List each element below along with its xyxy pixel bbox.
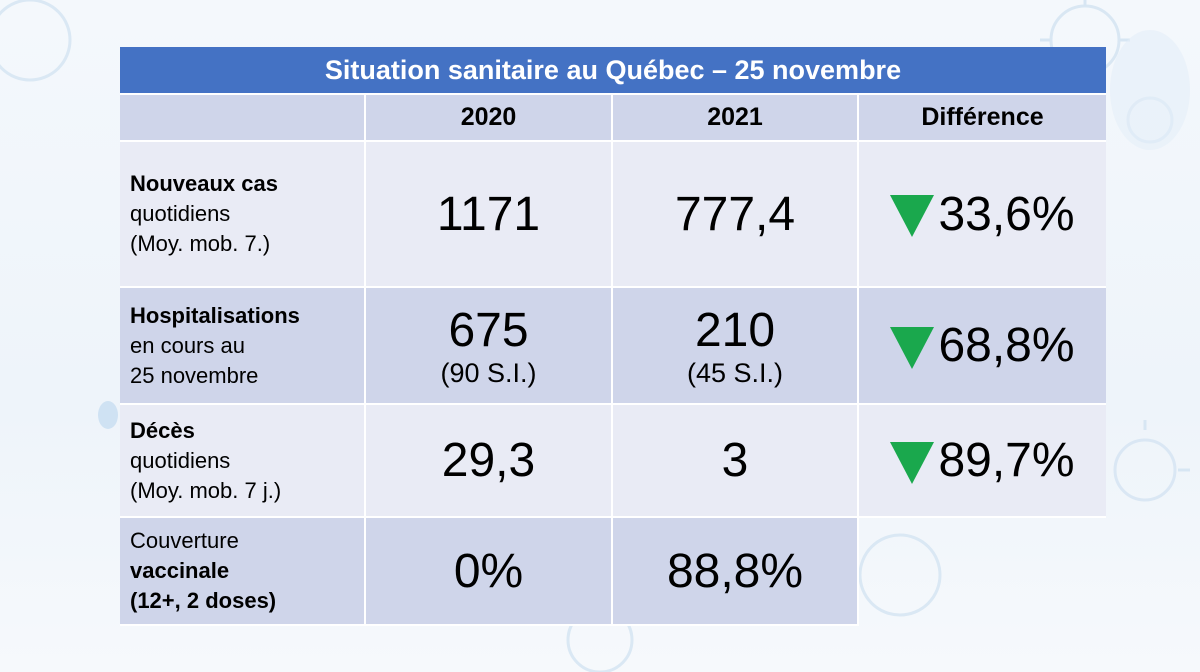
value-main: 675: [448, 304, 529, 357]
row-label-line: Nouveaux cas: [130, 171, 278, 196]
header-empty: [120, 95, 366, 142]
row-label-line: en cours au: [130, 332, 245, 358]
down-triangle-icon: [890, 326, 935, 369]
health-situation-table: Situation sanitaire au Québec – 25 novem…: [120, 47, 1106, 626]
vaccination-2020: 0%: [366, 518, 613, 626]
value-sub: (90 S.I.): [440, 358, 537, 388]
row-label-line: 25 novembre: [130, 362, 259, 388]
row-label-line: Couverture: [130, 528, 239, 553]
row-label-line: vaccinale: [130, 558, 230, 583]
difference-value: 89,7%: [938, 434, 1075, 487]
row-label-deaths: Décès quotidiens (Moy. mob. 7 j.): [120, 405, 366, 518]
hospitalizations-2020: 675 (90 S.I.): [366, 288, 613, 405]
hospitalizations-2021: 210 (45 S.I.): [613, 288, 859, 405]
value-sub: (45 S.I.): [686, 358, 784, 388]
new-cases-2021: 777,4: [613, 142, 859, 288]
row-label-line: Décès: [130, 417, 195, 443]
row-label-line: quotidiens: [130, 447, 231, 473]
row-label-hospitalizations: Hospitalisations en cours au 25 novembre: [120, 288, 366, 405]
difference-value: 33,6%: [938, 187, 1075, 241]
vaccination-2021: 88,8%: [613, 518, 859, 626]
row-label-vaccination: Couverture vaccinale (12+, 2 doses): [120, 518, 366, 626]
row-label-line: (Moy. mob. 7.): [130, 231, 271, 256]
down-triangle-icon: [890, 195, 935, 237]
header-2020: 2020: [366, 95, 613, 142]
header-difference: Différence: [859, 95, 1106, 142]
deaths-difference: 89,7%: [859, 405, 1106, 518]
hospitalizations-difference: 68,8%: [859, 288, 1106, 405]
header-2021: 2021: [613, 95, 859, 142]
down-triangle-icon: [890, 441, 935, 484]
row-label-line: Hospitalisations: [130, 302, 300, 328]
empty-cell: [859, 518, 1106, 626]
row-label-new-cases: Nouveaux cas quotidiens (Moy. mob. 7.): [120, 142, 366, 288]
row-label-line: (12+, 2 doses): [130, 588, 277, 613]
deaths-2020: 29,3: [366, 405, 613, 518]
row-label-line: (Moy. mob. 7 j.): [130, 477, 282, 503]
new-cases-2020: 1171: [366, 142, 613, 288]
table-title: Situation sanitaire au Québec – 25 novem…: [120, 47, 1106, 95]
row-label-line: quotidiens: [130, 201, 231, 226]
new-cases-difference: 33,6%: [859, 142, 1106, 288]
deaths-2021: 3: [613, 405, 859, 518]
difference-value: 68,8%: [938, 319, 1075, 372]
value-main: 210: [694, 304, 776, 357]
